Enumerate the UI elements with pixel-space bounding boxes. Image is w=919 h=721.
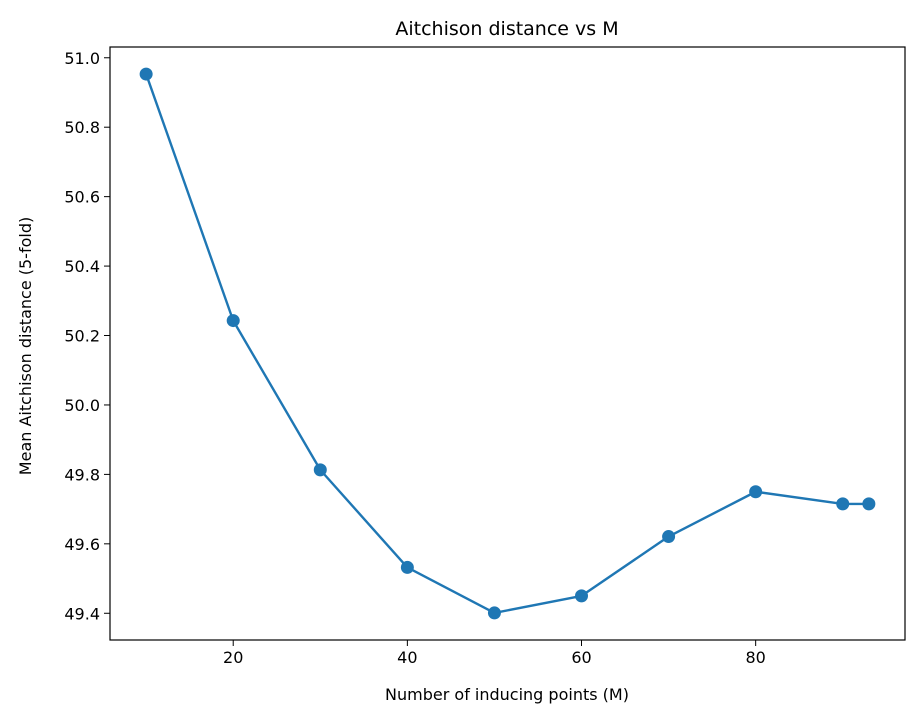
data-point [862, 497, 876, 511]
series-layer [139, 67, 876, 620]
chart-title: Aitchison distance vs M [395, 18, 618, 40]
data-point [313, 463, 327, 477]
y-tick-label: 49.4 [64, 604, 100, 623]
data-point [487, 606, 501, 620]
y-tick-label: 49.8 [64, 465, 100, 484]
data-point [226, 314, 240, 328]
plot-frame [109, 46, 906, 641]
y-tick-label: 50.2 [64, 327, 100, 346]
y-tick-label: 50.6 [64, 188, 100, 207]
x-tick-label: 20 [223, 648, 243, 667]
x-tick-label: 40 [397, 648, 417, 667]
y-tick-label: 50.0 [64, 396, 100, 415]
data-point [139, 67, 153, 81]
y-tick-label: 50.8 [64, 118, 100, 137]
y-axis-label: Mean Aitchison distance (5-fold) [16, 217, 35, 475]
series-line [145, 73, 869, 615]
x-tick-label: 60 [571, 648, 591, 667]
data-point [662, 530, 676, 544]
data-point [575, 589, 589, 603]
x-axis-label: Number of inducing points (M) [385, 685, 629, 704]
data-point [836, 497, 850, 511]
data-point [400, 560, 414, 574]
y-tick-label: 50.4 [64, 257, 100, 276]
ticks-layer: 20 40 60 80 49.4 49.6 49.8 50.0 50.2 50.4 50.6 50.8… [64, 49, 765, 667]
data-point [749, 485, 763, 499]
y-tick-label: 51.0 [64, 49, 100, 68]
y-tick-label: 49.6 [64, 535, 100, 554]
x-tick-label: 80 [745, 648, 765, 667]
